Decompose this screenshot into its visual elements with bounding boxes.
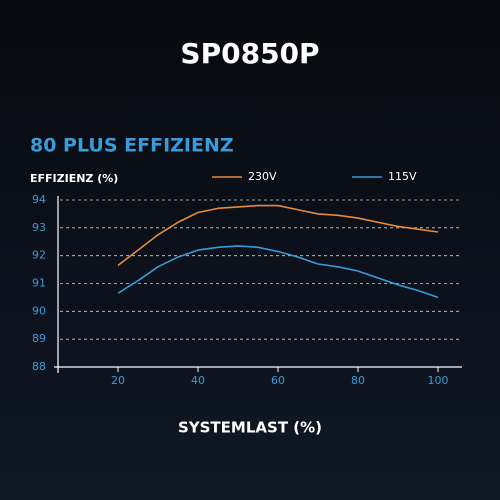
x-axis-label: SYSTEMLAST (%) — [178, 419, 322, 437]
y-tick-label: 94 — [32, 193, 46, 206]
y-tick-label: 93 — [32, 221, 46, 234]
y-tick-label: 88 — [32, 360, 46, 373]
y-tick-label: 92 — [32, 249, 46, 262]
x-tick-label: 60 — [271, 374, 285, 387]
x-tick-label: 40 — [191, 374, 205, 387]
y-tick-label: 90 — [32, 304, 46, 317]
y-axis-label: EFFIZIENZ (%) — [30, 172, 118, 185]
chart-subtitle: 80 PLUS EFFIZIENZ — [30, 135, 234, 157]
legend-label: 230V — [248, 170, 277, 183]
x-tick-label: 20 — [111, 374, 125, 387]
y-tick-label: 91 — [32, 277, 46, 290]
y-tick-label: 89 — [32, 332, 46, 345]
legend-label: 115V — [388, 170, 417, 183]
data-line — [117, 204, 439, 267]
chart-title: SP0850P — [180, 37, 319, 70]
x-tick-label: 100 — [428, 374, 449, 387]
data-line — [117, 245, 439, 299]
x-tick-label: 80 — [351, 374, 365, 387]
